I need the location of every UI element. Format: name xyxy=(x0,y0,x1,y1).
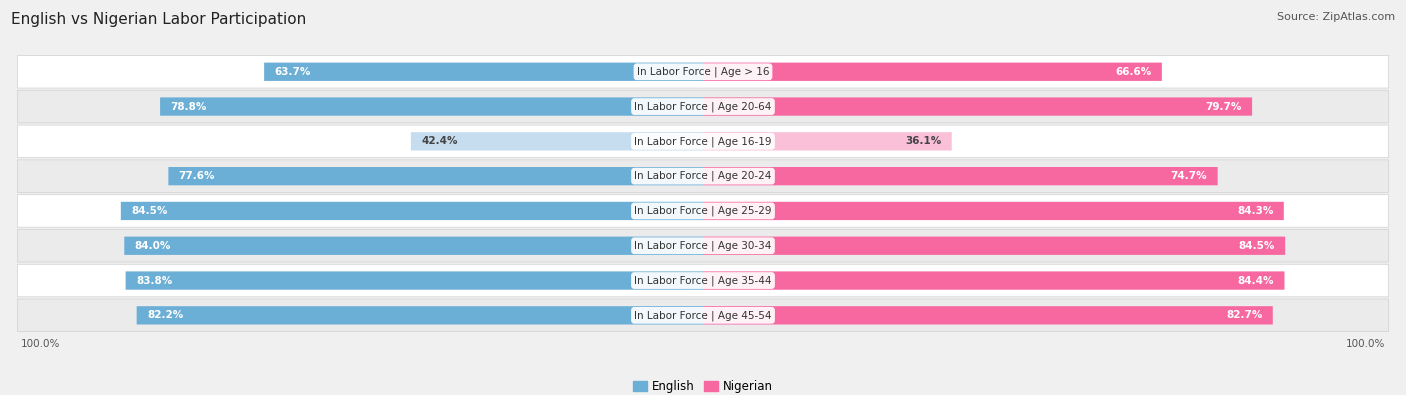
Text: 84.5%: 84.5% xyxy=(131,206,167,216)
FancyBboxPatch shape xyxy=(411,132,703,150)
FancyBboxPatch shape xyxy=(160,98,703,116)
FancyBboxPatch shape xyxy=(703,237,1285,255)
Text: In Labor Force | Age 16-19: In Labor Force | Age 16-19 xyxy=(634,136,772,147)
Text: 36.1%: 36.1% xyxy=(905,136,942,147)
FancyBboxPatch shape xyxy=(121,202,703,220)
Text: 63.7%: 63.7% xyxy=(274,67,311,77)
FancyBboxPatch shape xyxy=(17,264,1389,297)
FancyBboxPatch shape xyxy=(125,271,703,290)
FancyBboxPatch shape xyxy=(136,306,703,325)
FancyBboxPatch shape xyxy=(169,167,703,185)
FancyBboxPatch shape xyxy=(17,195,1389,227)
Text: 82.7%: 82.7% xyxy=(1226,310,1263,320)
FancyBboxPatch shape xyxy=(703,167,1218,185)
FancyBboxPatch shape xyxy=(17,125,1389,158)
Text: 78.8%: 78.8% xyxy=(170,102,207,111)
FancyBboxPatch shape xyxy=(703,271,1285,290)
FancyBboxPatch shape xyxy=(124,237,703,255)
Text: In Labor Force | Age > 16: In Labor Force | Age > 16 xyxy=(637,66,769,77)
FancyBboxPatch shape xyxy=(17,90,1389,123)
Text: Source: ZipAtlas.com: Source: ZipAtlas.com xyxy=(1277,12,1395,22)
Text: 42.4%: 42.4% xyxy=(422,136,458,147)
FancyBboxPatch shape xyxy=(264,62,703,81)
Text: In Labor Force | Age 35-44: In Labor Force | Age 35-44 xyxy=(634,275,772,286)
Text: In Labor Force | Age 20-64: In Labor Force | Age 20-64 xyxy=(634,101,772,112)
Legend: English, Nigerian: English, Nigerian xyxy=(628,376,778,395)
Text: 84.4%: 84.4% xyxy=(1237,276,1274,286)
Text: In Labor Force | Age 45-54: In Labor Force | Age 45-54 xyxy=(634,310,772,321)
FancyBboxPatch shape xyxy=(703,202,1284,220)
Text: 77.6%: 77.6% xyxy=(179,171,215,181)
FancyBboxPatch shape xyxy=(17,55,1389,88)
FancyBboxPatch shape xyxy=(17,299,1389,332)
Text: 100.0%: 100.0% xyxy=(1346,339,1385,349)
Text: English vs Nigerian Labor Participation: English vs Nigerian Labor Participation xyxy=(11,12,307,27)
Text: In Labor Force | Age 30-34: In Labor Force | Age 30-34 xyxy=(634,241,772,251)
Text: In Labor Force | Age 25-29: In Labor Force | Age 25-29 xyxy=(634,206,772,216)
FancyBboxPatch shape xyxy=(703,62,1161,81)
Text: 79.7%: 79.7% xyxy=(1205,102,1241,111)
FancyBboxPatch shape xyxy=(703,98,1253,116)
Text: 84.3%: 84.3% xyxy=(1237,206,1274,216)
Text: In Labor Force | Age 20-24: In Labor Force | Age 20-24 xyxy=(634,171,772,181)
FancyBboxPatch shape xyxy=(703,306,1272,325)
FancyBboxPatch shape xyxy=(703,132,952,150)
Text: 100.0%: 100.0% xyxy=(21,339,60,349)
Text: 84.5%: 84.5% xyxy=(1239,241,1275,251)
Text: 83.8%: 83.8% xyxy=(136,276,173,286)
FancyBboxPatch shape xyxy=(17,229,1389,262)
FancyBboxPatch shape xyxy=(17,160,1389,192)
Text: 66.6%: 66.6% xyxy=(1115,67,1152,77)
Text: 74.7%: 74.7% xyxy=(1171,171,1208,181)
Text: 84.0%: 84.0% xyxy=(135,241,172,251)
Text: 82.2%: 82.2% xyxy=(148,310,183,320)
